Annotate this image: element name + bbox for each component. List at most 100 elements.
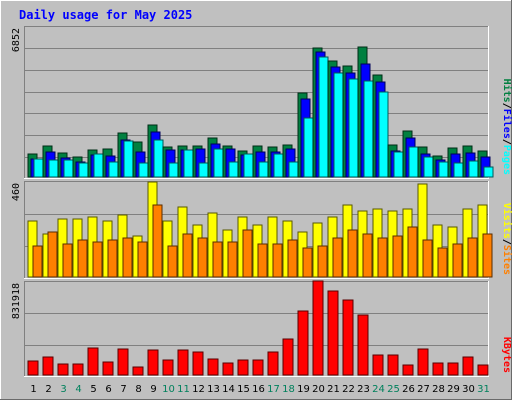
x-tick-label: 28	[432, 384, 445, 395]
bar-pages	[33, 158, 44, 178]
chart-panels: 6852Hits/Files/Pages460Visits/Sites83191…	[11, 26, 512, 377]
bar-pages	[63, 159, 74, 178]
bar-kbytes	[147, 349, 159, 376]
bar-sites	[272, 243, 283, 278]
bar-pages	[288, 161, 299, 178]
bar-pages	[453, 162, 464, 178]
x-tick-label: 13	[207, 384, 220, 395]
bar-pages	[213, 148, 224, 178]
bar-sites	[422, 239, 433, 278]
bar-sites	[137, 241, 148, 278]
bar-kbytes	[162, 359, 174, 376]
bar-kbytes	[102, 361, 114, 376]
bar-sites	[62, 243, 73, 278]
bar-sites	[392, 235, 403, 278]
bar-pages	[468, 160, 479, 178]
bar-sites	[287, 239, 298, 278]
bar-pages	[483, 166, 494, 178]
bar-pages	[363, 80, 374, 178]
bar-kbytes	[432, 362, 444, 376]
x-tick-label: 9	[150, 384, 156, 395]
x-axis-labels: 1 2 3 4 5 6 7 8 9 10 11 12 13 14 15 16 17 18 19 20 21 22 23 24 2…	[30, 384, 490, 395]
x-tick-label: 31	[477, 384, 490, 395]
bar-sites	[197, 237, 208, 278]
bar-sites	[167, 245, 178, 278]
bar-kbytes	[447, 362, 459, 376]
panel-legend: Hits/Files/Pages	[501, 79, 512, 175]
bar-sites	[212, 241, 223, 278]
bar-sites	[332, 237, 343, 278]
bar-kbytes	[207, 358, 219, 376]
bar-sites	[182, 233, 193, 278]
bar-kbytes	[27, 360, 39, 376]
bar-pages	[273, 153, 284, 178]
bar-sites	[407, 226, 418, 278]
bar-pages	[93, 153, 104, 178]
bar-kbytes	[267, 351, 279, 376]
y-max-label: 6852	[11, 28, 22, 52]
bar-sites	[437, 247, 448, 278]
bar-sites	[452, 243, 463, 278]
bar-pages	[258, 161, 269, 178]
bar-pages	[138, 162, 149, 178]
x-tick-label: 2	[45, 384, 51, 395]
bar-kbytes	[117, 348, 129, 376]
x-tick-label: 16	[252, 384, 265, 395]
bar-pages	[183, 149, 194, 178]
x-tick-label: 23	[357, 384, 370, 395]
x-tick-label: 21	[327, 384, 340, 395]
panel-legend: KBytes	[501, 337, 512, 373]
bar-kbytes	[417, 348, 429, 376]
x-tick-label: 10	[162, 384, 175, 395]
bar-kbytes	[297, 310, 309, 376]
bar-sites	[152, 204, 163, 278]
x-tick-label: 12	[192, 384, 205, 395]
x-tick-label: 1	[30, 384, 36, 395]
bar-pages	[393, 151, 404, 178]
panel-middle: 460 Visits/Sites	[11, 181, 512, 279]
x-tick-label: 30	[462, 384, 475, 395]
bar-sites	[467, 237, 478, 278]
bar-kbytes	[477, 364, 489, 376]
x-tick-label: 24	[372, 384, 385, 395]
bar-pages	[318, 56, 329, 178]
x-tick-label: 4	[75, 384, 81, 395]
bar-kbytes	[387, 354, 399, 376]
legend-text: KBytes	[501, 337, 512, 373]
bar-sites	[32, 245, 43, 278]
x-tick-label: 5	[90, 384, 96, 395]
legend-item-kbytes: KBytes	[501, 337, 512, 373]
legend-item-pages: Pages	[501, 145, 512, 175]
bar-kbytes	[402, 364, 414, 376]
bar-sites	[482, 233, 493, 278]
bar-kbytes	[462, 356, 474, 376]
bar-pages	[408, 146, 419, 178]
y-max-label: 460	[11, 183, 22, 201]
bar-kbytes	[177, 349, 189, 376]
bar-pages	[228, 161, 239, 178]
bar-pages	[438, 161, 449, 178]
bar-sites	[347, 229, 358, 278]
bar-pages	[348, 78, 359, 178]
bar-kbytes	[42, 356, 54, 376]
legend-separator: /	[501, 239, 512, 245]
x-tick-label: 27	[417, 384, 430, 395]
x-tick-label: 26	[402, 384, 415, 395]
bar-pages	[78, 162, 89, 178]
legend-item-hits: Hits	[501, 79, 512, 103]
x-tick-label: 25	[387, 384, 400, 395]
bar-sites	[377, 237, 388, 278]
bar-sites	[77, 239, 88, 278]
bar-sites	[302, 247, 313, 278]
bar-pages	[153, 139, 164, 178]
bar-kbytes	[372, 354, 384, 376]
bar-kbytes	[72, 363, 84, 376]
bar-pages	[423, 156, 434, 178]
legend-separator: /	[501, 139, 512, 145]
bar-pages	[48, 159, 59, 178]
legend-text: Visits/Sites	[501, 203, 512, 275]
bar-kbytes	[357, 314, 369, 376]
bar-sites	[242, 229, 253, 278]
x-tick-label: 15	[237, 384, 250, 395]
